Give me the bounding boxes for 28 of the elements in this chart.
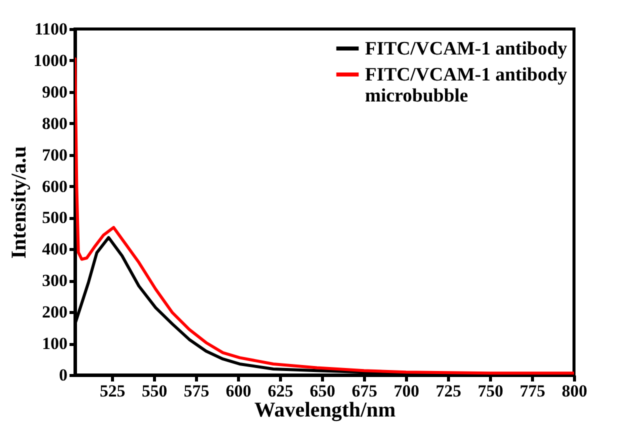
y-tick-label: 800 <box>42 114 68 133</box>
x-tick-label: 675 <box>352 382 378 400</box>
y-tick-label: 0 <box>59 366 68 384</box>
x-tick-label: 800 <box>562 382 588 400</box>
x-tick-label: 575 <box>184 382 210 400</box>
y-axis-title: Intensity/a.u <box>6 146 30 259</box>
x-tick-label: 650 <box>310 382 336 400</box>
y-tick-label: 100 <box>42 334 68 354</box>
x-tick-label: 700 <box>394 382 420 400</box>
y-tick-label: 400 <box>42 240 68 259</box>
x-tick-label: 725 <box>436 382 462 400</box>
legend-label: FITC/VCAM-1 antibody <box>365 38 568 60</box>
x-tick-label: 525 <box>100 382 126 400</box>
y-tick-label: 200 <box>42 302 68 322</box>
y-tick-label: 1100 <box>34 20 68 38</box>
y-tick-label: 900 <box>42 82 68 102</box>
y-tick-label: 300 <box>42 271 68 290</box>
y-tick-label: 1000 <box>34 50 68 70</box>
y-tick-label: 600 <box>42 176 68 196</box>
y-tick-label: 700 <box>42 145 68 164</box>
x-tick-label: 600 <box>226 382 252 400</box>
x-tick-label: 550 <box>142 382 168 400</box>
legend-label: FITC/VCAM-1 antibody microbubble <box>365 64 568 106</box>
x-tick-label: 625 <box>268 382 294 400</box>
x-tick-label: 775 <box>520 382 546 400</box>
y-tick-label: 500 <box>42 208 68 228</box>
x-tick-label: 750 <box>478 382 504 400</box>
x-axis-title: Wavelength/nm <box>254 398 396 422</box>
